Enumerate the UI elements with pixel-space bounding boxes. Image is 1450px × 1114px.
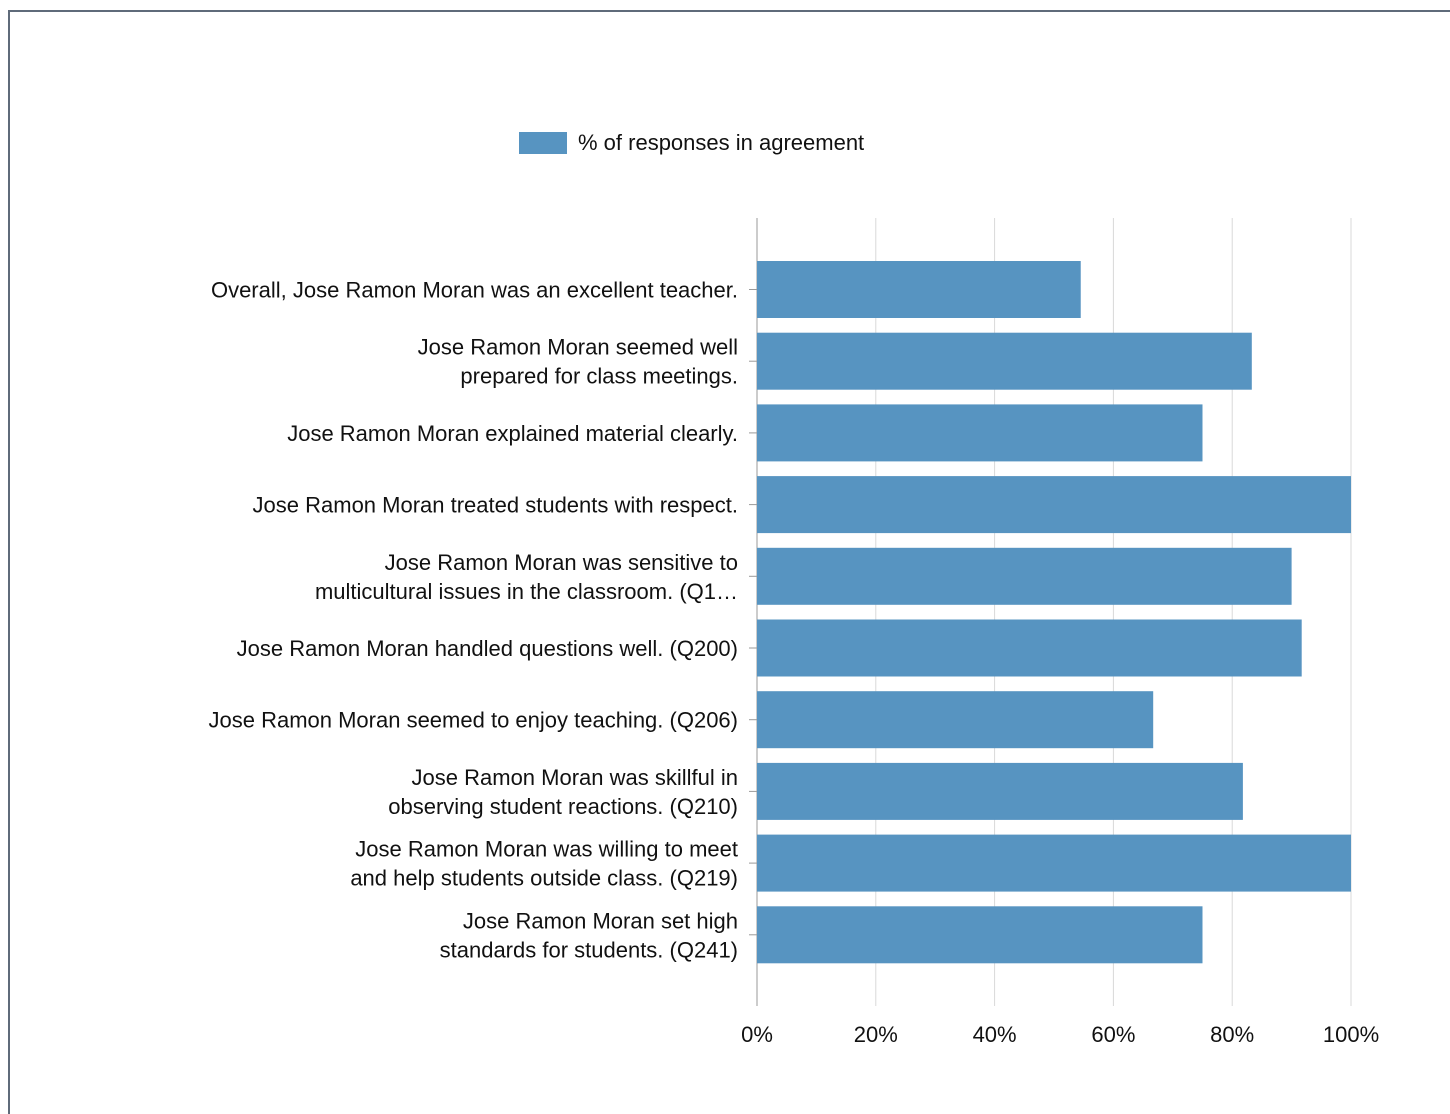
category-label: Overall, Jose Ramon Moran was an excelle… — [211, 278, 738, 303]
x-axis-ticks: 0% 20% 40% 60% 80% 100% — [741, 1022, 1379, 1047]
bar — [757, 691, 1154, 749]
category-label: Jose Ramon Moran treated students with r… — [253, 493, 738, 518]
category-label: Jose Ramon Moran seemed well — [418, 335, 738, 360]
bar — [757, 762, 1243, 820]
bar — [757, 476, 1351, 534]
category-label: observing student reactions. (Q210) — [388, 794, 738, 819]
category-label: Jose Ramon Moran handled questions well.… — [237, 636, 738, 661]
bar — [757, 547, 1292, 605]
x-tick-label: 60% — [1091, 1022, 1135, 1047]
chart-frame — [8, 10, 1450, 1114]
x-tick-label: 100% — [1323, 1022, 1379, 1047]
category-label: Jose Ramon Moran was skillful in — [412, 765, 738, 790]
category-label: Jose Ramon Moran seemed to enjoy teachin… — [208, 708, 738, 733]
category-label: Jose Ramon Moran set high — [463, 908, 738, 933]
category-label: Jose Ramon Moran was sensitive to — [385, 550, 738, 575]
category-label: and help students outside class. (Q219) — [350, 866, 738, 891]
bar — [757, 906, 1203, 964]
bar — [757, 404, 1203, 462]
legend-swatch — [519, 132, 567, 154]
bars — [749, 261, 1351, 964]
bar — [757, 261, 1081, 318]
category-labels: Overall, Jose Ramon Moran was an excelle… — [208, 278, 738, 963]
x-tick-label: 20% — [854, 1022, 898, 1047]
category-label: prepared for class meetings. — [460, 364, 738, 389]
category-label: multicultural issues in the classroom. (… — [315, 579, 738, 604]
bar — [757, 332, 1252, 390]
bar — [757, 834, 1351, 892]
category-label: standards for students. (Q241) — [440, 937, 738, 962]
category-label: Jose Ramon Moran was willing to meet — [355, 837, 738, 862]
bar — [757, 619, 1302, 677]
x-tick-label: 40% — [973, 1022, 1017, 1047]
category-label: Jose Ramon Moran explained material clea… — [287, 421, 738, 446]
legend-label: % of responses in agreement — [578, 130, 864, 155]
x-tick-label: 80% — [1210, 1022, 1254, 1047]
x-tick-label: 0% — [741, 1022, 773, 1047]
legend: % of responses in agreement — [519, 130, 864, 155]
